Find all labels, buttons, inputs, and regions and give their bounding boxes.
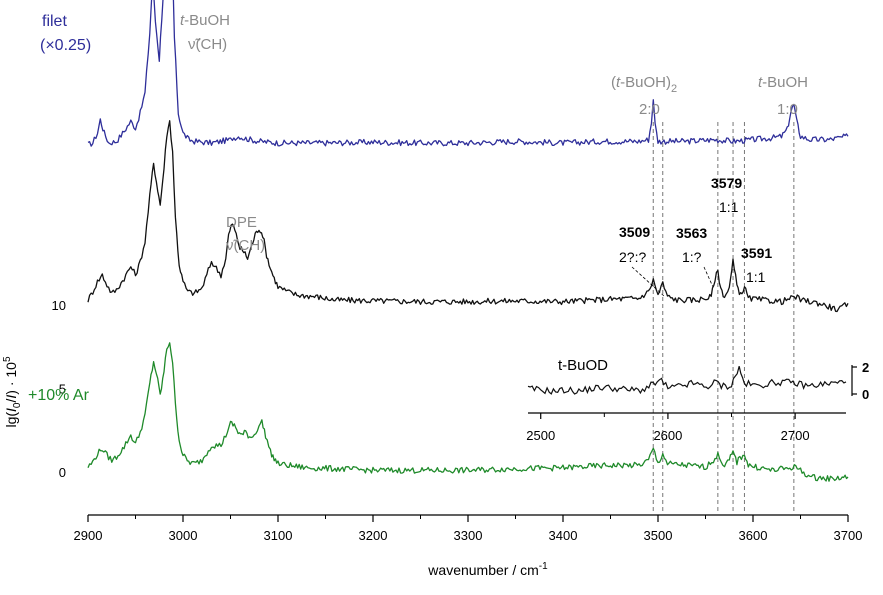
inset-x-tick-label-2700: 2700 [781, 428, 810, 443]
annotation-dimer-ratio: 2:0 [639, 101, 660, 118]
series-label-filet: filet [42, 13, 67, 30]
inset-label: t-BuOD [558, 357, 608, 374]
y-tick-label-5: 5 [59, 382, 66, 397]
annotation-tbuoh-ch-mode: ν̃(CH) [188, 36, 227, 53]
annotation-dpe-mode: ν̃(CH) [226, 237, 265, 254]
annotation-monomer: t-BuOH [758, 74, 808, 91]
inset-y-tick-label-0: 0 [862, 387, 869, 402]
series-label-filet-scale: (×0.25) [40, 37, 91, 54]
assignment-lines [652, 122, 795, 513]
x-tick-label-3500: 3500 [644, 528, 673, 543]
inset-series [527, 366, 847, 395]
x-tick-label-3700: 3700 [834, 528, 863, 543]
annotation-tbuoh-ch: t-BuOH [180, 12, 230, 29]
x-tick-label-2900: 2900 [74, 528, 103, 543]
x-tick-label-3200: 3200 [359, 528, 388, 543]
x-ticks: 2900 3000 3100 3200 3300 3400 3500 3600 3700 [74, 515, 863, 543]
peak-ratio-3579: 1:1 [719, 199, 739, 215]
x-axis: 2900 3000 3100 3200 3300 3400 3500 3600 3700 [74, 514, 863, 543]
peak-label-3509: 3509 [619, 224, 650, 240]
peak-label-3591: 3591 [741, 245, 772, 261]
x-axis-title-superscript: -1 [539, 561, 548, 572]
y-axis-title: lg(I0/I) · 105 [2, 356, 23, 427]
peak-ratio-3563: 1:? [682, 249, 702, 265]
peak-label-3579: 3579 [711, 175, 742, 191]
inset-y-tick-label-2: 2 [862, 360, 869, 375]
inset-x-tick-label-2600: 2600 [653, 428, 682, 443]
peak-ratio-3591: 1:1 [746, 269, 766, 285]
inset-y-ticks: 02 [852, 360, 869, 402]
series-line-0 [87, 0, 849, 147]
x-tick-label-3100: 3100 [264, 528, 293, 543]
series-line-1 [87, 120, 849, 313]
inset-x-ticks: 2500 2600 2700 [526, 413, 810, 443]
annotation-dimer: (t-BuOH)2 [611, 74, 677, 95]
inset-chart: t-BuOD 2500 2600 2700 02 [526, 357, 869, 443]
y-tick-label-0: 0 [59, 465, 66, 480]
x-tick-label-3000: 3000 [169, 528, 198, 543]
x-tick-label-3600: 3600 [739, 528, 768, 543]
y-ticks: 0 5 10 [52, 298, 66, 480]
x-axis-title: wavenumber / cm-1 [427, 561, 548, 578]
annotation-dpe: DPE [226, 214, 257, 231]
x-tick-label-3300: 3300 [454, 528, 483, 543]
annotation-monomer-ratio: 1:0 [777, 101, 798, 118]
peak-ratio-3509: 2?:? [619, 249, 646, 265]
series-group [87, 0, 849, 482]
y-tick-label-10: 10 [52, 298, 66, 313]
inset-x-tick-label-2500: 2500 [526, 428, 555, 443]
peak-label-3563: 3563 [676, 225, 707, 241]
series-line-2 [87, 342, 849, 482]
leader-3563 [703, 266, 714, 288]
y-axis: 0 5 10 [52, 298, 66, 480]
x-tick-label-3400: 3400 [549, 528, 578, 543]
series-label-argon: +10% Ar [28, 387, 90, 404]
leader-3509 [631, 266, 665, 297]
inset-series-line [527, 366, 847, 395]
